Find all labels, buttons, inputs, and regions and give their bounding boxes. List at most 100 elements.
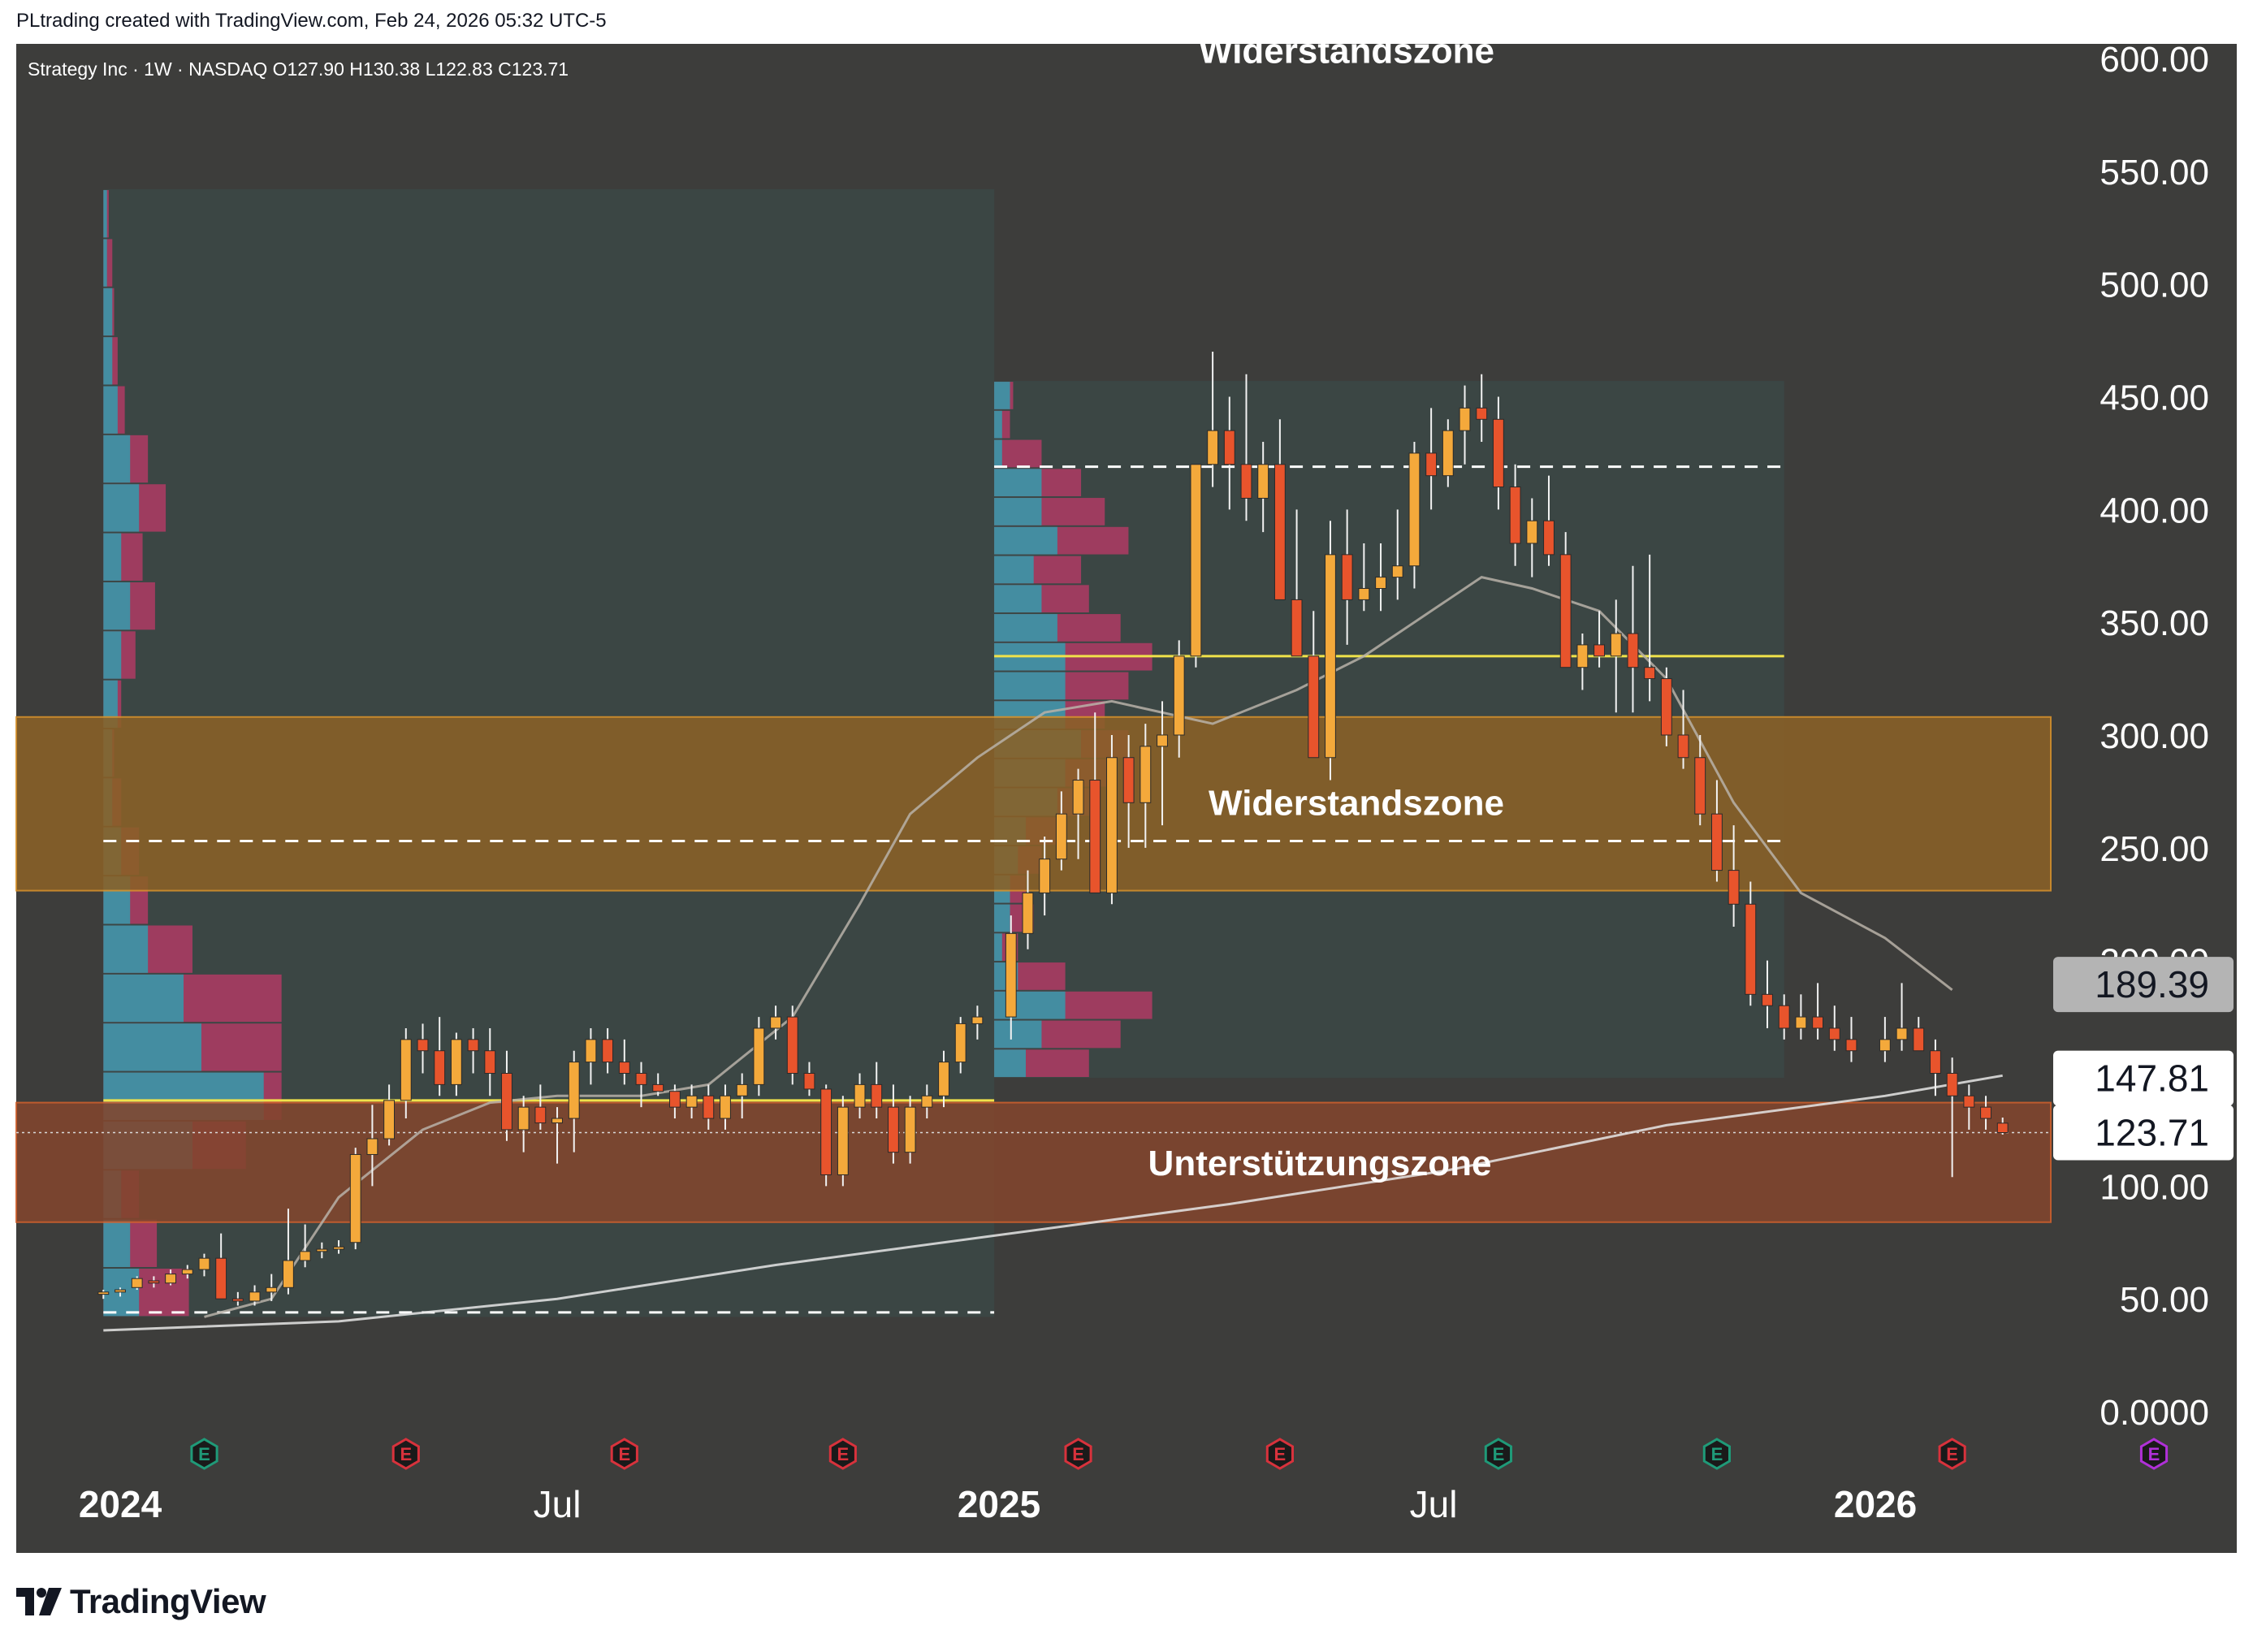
candle	[1812, 1016, 1824, 1029]
candle	[1039, 858, 1051, 893]
candle	[1543, 520, 1555, 556]
earnings-icon-letter: E	[1274, 1444, 1287, 1464]
candle	[1644, 667, 1656, 680]
volume-profile-bar-up	[994, 904, 1010, 932]
candle	[803, 1073, 815, 1090]
candle	[266, 1287, 278, 1293]
candle	[871, 1083, 883, 1108]
price-tick-label: 600.00	[2099, 40, 2209, 80]
candle	[1358, 588, 1370, 600]
price-badge	[2053, 1105, 2234, 1161]
volume-profile-bar-up	[103, 631, 122, 679]
candle	[417, 1039, 429, 1052]
candle	[618, 1062, 630, 1075]
candle	[181, 1269, 193, 1275]
candle	[685, 1095, 698, 1108]
volume-profile-bar-up	[994, 556, 1034, 584]
earnings-icon	[1064, 1438, 1092, 1470]
candle	[1946, 1073, 1958, 1096]
candle	[1257, 464, 1269, 499]
price-tick-label: 550.00	[2099, 153, 2209, 192]
candle	[1980, 1106, 1991, 1119]
earnings-icon-letter: E	[1946, 1444, 1958, 1464]
volume-profile-bar-up	[994, 469, 1042, 497]
candle	[1190, 464, 1202, 657]
candle	[349, 1153, 361, 1243]
candle	[1022, 892, 1034, 934]
volume-profile-bar-up	[994, 1020, 1042, 1049]
candle	[770, 1016, 781, 1029]
time-tick-label: Jul	[1410, 1483, 1458, 1525]
candle	[249, 1291, 261, 1302]
volume-profile-bar-up	[103, 680, 118, 729]
earnings-icon	[1484, 1438, 1512, 1470]
candle	[1728, 870, 1740, 905]
price-tick-label: 450.00	[2099, 378, 2209, 418]
candle	[585, 1039, 597, 1063]
volume-profile-bar-up	[994, 585, 1042, 613]
candle	[1526, 520, 1538, 544]
candle	[1745, 903, 1757, 995]
candle	[668, 1091, 681, 1108]
candle	[954, 1023, 966, 1063]
price-badge-label: 147.81	[2095, 1057, 2209, 1100]
candle	[131, 1278, 143, 1288]
moving-average-long	[103, 1074, 2003, 1332]
candle	[1223, 430, 1235, 465]
candle	[1996, 1122, 2009, 1133]
candle	[1930, 1050, 1941, 1074]
candle	[165, 1274, 176, 1284]
volume-profile-bar-up	[994, 1049, 1026, 1078]
price-badge-label: 123.71	[2095, 1111, 2209, 1153]
price-tick-label: 100.00	[2099, 1167, 2209, 1207]
candle	[1425, 452, 1438, 477]
candle	[1173, 655, 1185, 736]
candle	[1375, 577, 1386, 590]
candle	[231, 1298, 244, 1302]
volume-profile-bar-up	[994, 410, 1002, 439]
price-tick-label: 300.00	[2099, 716, 2209, 756]
earnings-icon-letter: E	[1072, 1444, 1084, 1464]
candle	[1913, 1027, 1925, 1052]
price-tick-label: 400.00	[2099, 491, 2209, 530]
candle	[316, 1248, 328, 1252]
earnings-icon	[610, 1438, 638, 1470]
candle	[568, 1062, 580, 1119]
earnings-icon-letter: E	[1711, 1444, 1723, 1464]
earnings-icon	[2139, 1438, 2169, 1470]
candle	[1576, 644, 1589, 668]
earnings-icon-letter: E	[400, 1444, 412, 1464]
tradingview-logo[interactable]: TradingView	[16, 1582, 266, 1621]
candlesticks	[97, 351, 2009, 1306]
price-badges: 189.39 147.81 123.71	[2053, 957, 2234, 1161]
candle	[551, 1118, 563, 1124]
candle	[97, 1291, 110, 1295]
candle	[854, 1083, 866, 1108]
candle	[383, 1100, 396, 1140]
price-badge-label: 189.39	[2095, 963, 2209, 1005]
volume-profile-bar-up	[103, 435, 131, 483]
volume-profile-bar-up	[103, 337, 113, 385]
candle	[1005, 932, 1017, 1018]
tradingview-chart[interactable]: Widerstandszone Unterstützungszone Widerst…	[0, 0, 2253, 1566]
candle	[1896, 1027, 1908, 1040]
candle	[1122, 757, 1135, 803]
earnings-icon	[1702, 1438, 1731, 1470]
candle	[400, 1039, 412, 1101]
price-badge	[2053, 957, 2234, 1013]
candle	[904, 1106, 916, 1153]
candle	[652, 1083, 664, 1092]
candle	[517, 1106, 530, 1131]
earnings-icon-letter: E	[618, 1444, 630, 1464]
chart-legend: Strategy Inc · 1W · NASDAQ O127.90 H130.…	[28, 58, 569, 80]
candle	[1594, 644, 1605, 657]
candle	[450, 1039, 462, 1085]
support-zone-label: Unterstützungszone	[1148, 1144, 1492, 1183]
candle	[1694, 757, 1706, 815]
candle	[1139, 746, 1152, 803]
candle	[1828, 1027, 1840, 1040]
candle	[921, 1095, 933, 1108]
volume-profile-bar-up	[103, 190, 107, 238]
candle	[198, 1257, 210, 1270]
candle	[467, 1039, 479, 1052]
